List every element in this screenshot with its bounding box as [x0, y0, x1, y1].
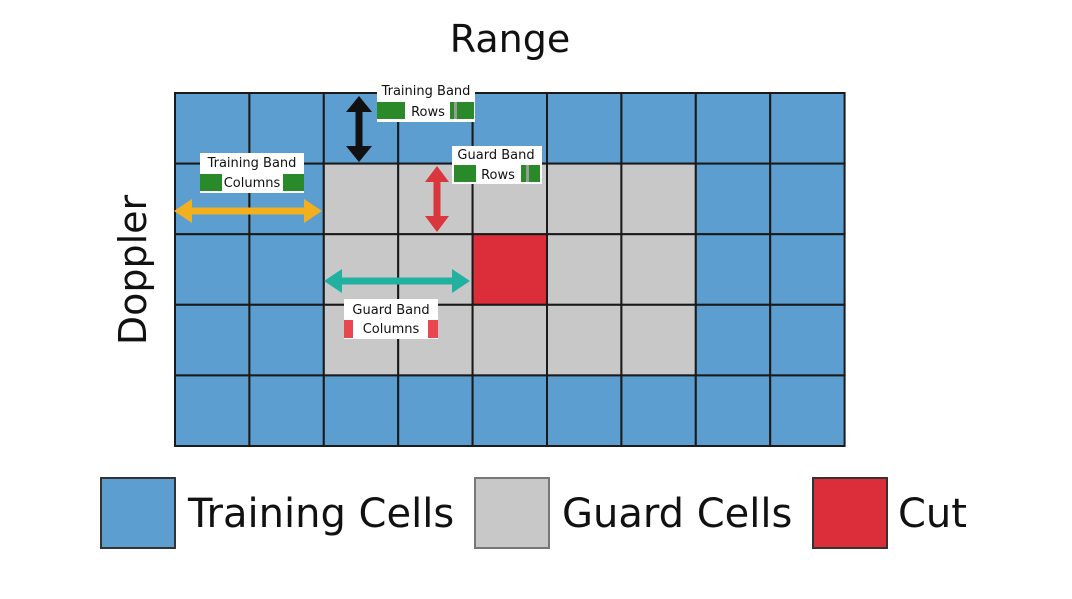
guard-band-rows-annotation: Guard Band Rows — [425, 146, 542, 232]
training-cell — [248, 303, 325, 377]
training-cell — [174, 233, 251, 306]
guard-cell — [546, 162, 623, 236]
guard-band-columns-annotation: Guard Band Columns — [324, 269, 470, 339]
tag-green-right — [521, 165, 540, 182]
training-cell — [322, 374, 400, 447]
tag-divider — [454, 102, 457, 119]
legend-swatch-training — [100, 477, 176, 549]
guard-cell — [620, 303, 697, 377]
training-cell — [694, 374, 772, 447]
tag-red-left — [344, 320, 353, 338]
tag-background — [344, 299, 438, 339]
training-cell — [397, 374, 474, 447]
training-cell — [769, 303, 846, 377]
training-band-rows-subtitle: Rows — [411, 105, 445, 120]
training-cell — [546, 374, 623, 447]
guard-band-rows-subtitle: Rows — [481, 168, 515, 183]
guard-band-rows-title: Guard Band — [457, 148, 534, 163]
guard-cell — [620, 162, 697, 236]
training-cell — [620, 374, 697, 447]
tag-green-right — [450, 102, 474, 119]
training-cell — [620, 92, 697, 165]
doppler-axis-label: Doppler — [111, 194, 155, 345]
training-band-columns-annotation: Training Band Columns — [174, 153, 322, 223]
tag-green-right — [283, 174, 304, 191]
range-axis-label: Range — [450, 17, 570, 61]
legend-item-training: Training Cells — [100, 477, 454, 549]
training-cell — [769, 162, 846, 236]
guard-cell — [322, 233, 400, 306]
guard-band-columns-subtitle: Columns — [363, 322, 420, 337]
guard-cell — [620, 233, 697, 306]
legend-label-training: Training Cells — [187, 491, 454, 537]
guard-cell — [397, 233, 474, 306]
training-cell — [694, 233, 772, 306]
tag-green-left — [200, 174, 222, 191]
legend-swatch-cut — [812, 477, 888, 549]
training-band-rows-annotation: Training Band Rows — [346, 82, 475, 162]
training-cell — [694, 162, 772, 236]
training-band-rows-title: Training Band — [381, 84, 471, 99]
tag-green-left — [377, 102, 405, 119]
training-band-columns-title: Training Band — [207, 156, 297, 171]
tag-red-right — [428, 320, 438, 338]
guard-cell — [322, 162, 400, 236]
training-cell — [769, 374, 846, 447]
guard-cell — [471, 303, 549, 377]
cut-cell — [471, 233, 549, 306]
training-cell — [769, 92, 846, 165]
legend-swatch-guard — [474, 477, 550, 549]
training-cell — [546, 92, 623, 165]
tag-divider — [526, 165, 529, 182]
legend: Training Cells Guard Cells Cut — [100, 477, 967, 549]
guard-band-columns-arrow — [324, 269, 470, 293]
training-cell — [248, 374, 325, 447]
tag-green-left — [454, 165, 476, 182]
training-cell — [174, 92, 251, 165]
legend-item-cut: Cut — [812, 477, 967, 549]
legend-label-cut: Cut — [898, 491, 967, 537]
guard-band-rows-arrow — [425, 166, 449, 232]
training-cell — [694, 92, 772, 165]
training-cell — [694, 303, 772, 377]
guard-band-columns-title: Guard Band — [352, 303, 429, 318]
training-band-rows-arrow — [346, 96, 372, 162]
guard-cell — [546, 233, 623, 306]
guard-cell — [546, 303, 623, 377]
training-cell — [248, 92, 325, 165]
training-cell — [471, 374, 549, 447]
legend-label-guard: Guard Cells — [562, 491, 792, 537]
training-cell — [248, 233, 325, 306]
training-cell — [769, 233, 846, 306]
training-cell — [174, 303, 251, 377]
training-band-columns-subtitle: Columns — [224, 176, 281, 191]
cell-grid — [174, 92, 846, 447]
training-band-columns-arrow — [174, 199, 322, 223]
training-cell — [174, 374, 251, 447]
legend-item-guard: Guard Cells — [474, 477, 792, 549]
